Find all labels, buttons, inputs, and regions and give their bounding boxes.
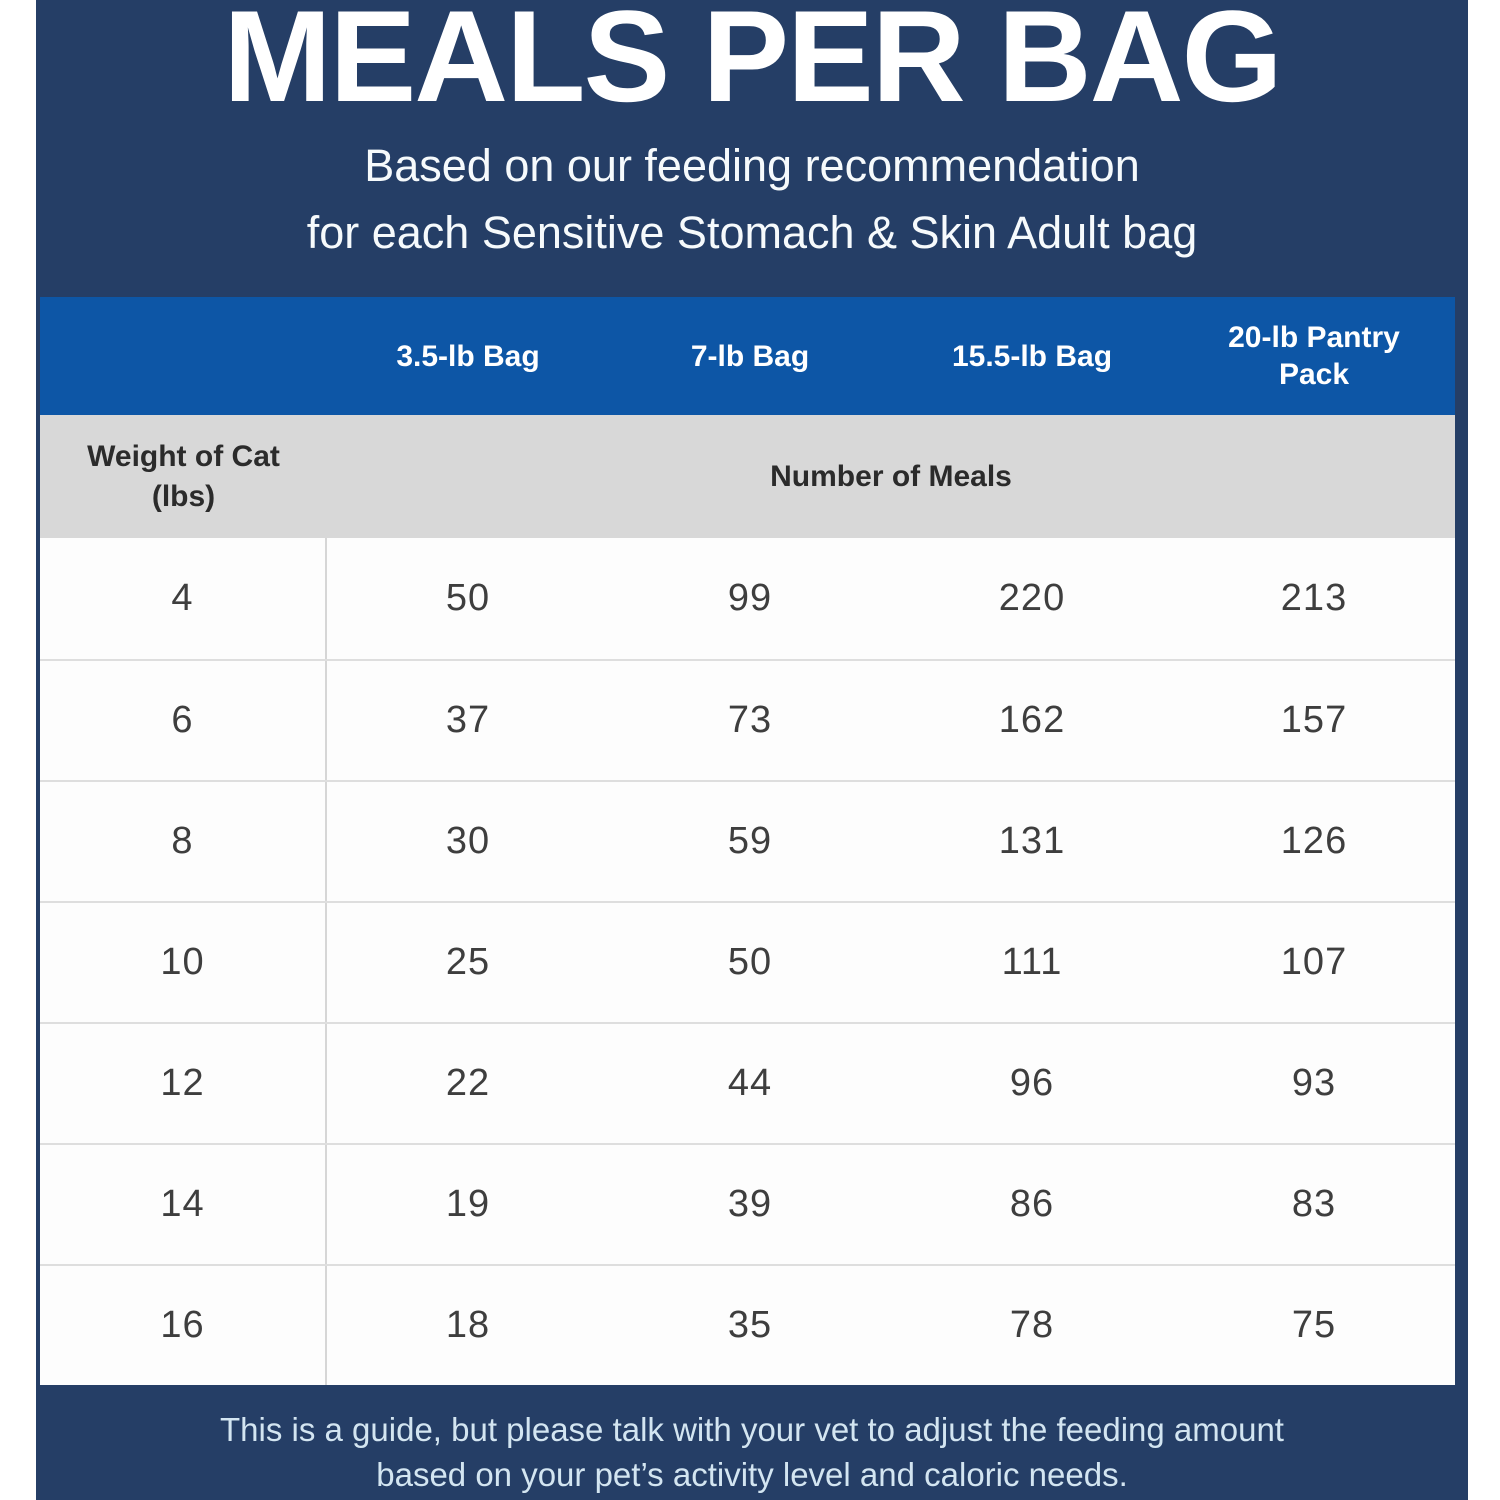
subheader-row: Weight of Cat (lbs) Number of Meals [40,415,1455,538]
page-title: MEALS PER BAG [223,0,1282,129]
meals-cell: 73 [727,699,773,741]
meals-cell: 126 [1280,820,1348,862]
subtitle-line-2: for each Sensitive Stomach & Skin Adult … [306,207,1198,258]
meals-cell: 39 [727,1183,773,1225]
disclaimer-line-2: based on your pet’s activity level and c… [376,1456,1128,1493]
meals-cell: 83 [1291,1183,1337,1225]
weight-cell: 12 [40,1024,327,1143]
meals-cell: 25 [445,941,491,983]
disclaimer-footer: This is a guide, but please talk with yo… [36,1385,1468,1500]
meals-cell: 213 [1280,577,1348,619]
column-header-3-5lb-bag: 3.5-lb Bag [396,339,540,373]
meals-cell: 35 [727,1304,773,1346]
weight-cell: 6 [40,661,327,780]
weight-of-cat-header: Weight of Cat (lbs) [87,439,280,513]
disclaimer-line-1: This is a guide, but please talk with yo… [220,1411,1284,1448]
meals-cell: 22 [445,1062,491,1104]
meals-cell: 93 [1291,1062,1337,1104]
meals-cell: 75 [1291,1304,1337,1346]
column-header-7lb-bag: 7-lb Bag [690,339,810,373]
meals-cell: 96 [1009,1062,1055,1104]
header-section: MEALS PER BAG Based on our feeding recom… [36,0,1468,297]
meals-cell: 162 [998,699,1066,741]
meals-cell: 220 [998,577,1066,619]
bag-size-header-row: 3.5-lb Bag 7-lb Bag 15.5-lb Bag 20-lb Pa… [40,297,1455,415]
meals-cell: 157 [1280,699,1348,741]
meals-table: 3.5-lb Bag 7-lb Bag 15.5-lb Bag 20-lb Pa… [40,297,1455,1385]
page-subtitle: Based on our feeding recommendation for … [36,132,1468,266]
meals-cell: 30 [445,820,491,862]
table-row: 8 30 59 131 126 [40,780,1455,901]
subtitle-line-1: Based on our feeding recommendation [364,140,1140,191]
number-of-meals-header: Number of Meals [770,459,1012,493]
weight-cell: 14 [40,1145,327,1264]
table-body: 4 50 99 220 213 6 37 73 162 157 8 30 59 [40,538,1455,1385]
meals-cell: 99 [727,577,773,619]
weight-cell: 16 [40,1266,327,1385]
column-header-15-5lb-bag: 15.5-lb Bag [951,339,1113,373]
meals-cell: 107 [1280,941,1348,983]
meals-cell: 78 [1009,1304,1055,1346]
table-row: 4 50 99 220 213 [40,538,1455,659]
meals-cell: 50 [445,577,491,619]
table-row: 6 37 73 162 157 [40,659,1455,780]
meals-cell: 131 [998,820,1066,862]
weight-cell: 10 [40,903,327,1022]
meals-cell: 19 [445,1183,491,1225]
table-row: 14 19 39 86 83 [40,1143,1455,1264]
meals-cell: 37 [445,699,491,741]
meals-cell: 44 [727,1062,773,1104]
weight-cell: 8 [40,782,327,901]
meals-cell: 111 [1001,941,1063,983]
table-row: 16 18 35 78 75 [40,1264,1455,1385]
meals-cell: 50 [727,941,773,983]
column-header-20lb-pantry-pack: 20-lb Pantry Pack [1228,321,1400,391]
meals-cell: 59 [727,820,773,862]
table-row: 10 25 50 111 107 [40,901,1455,1022]
table-row: 12 22 44 96 93 [40,1022,1455,1143]
meals-cell: 86 [1009,1183,1055,1225]
navy-card: MEALS PER BAG Based on our feeding recom… [36,0,1468,1500]
meals-cell: 18 [445,1304,491,1346]
weight-cell: 4 [40,538,327,659]
